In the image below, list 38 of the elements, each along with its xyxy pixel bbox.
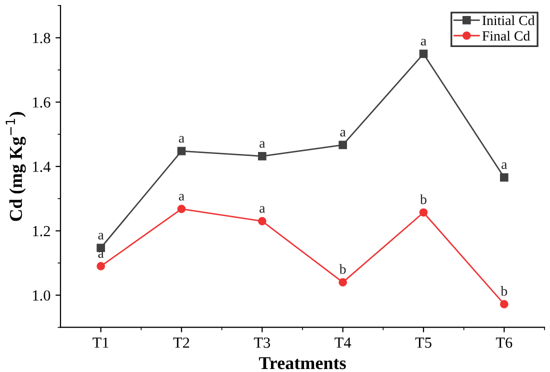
x-tick-label: T5 — [415, 338, 432, 348]
annotation: a — [260, 206, 266, 213]
x-tick-label: T3 — [254, 338, 270, 348]
annotation: a — [502, 162, 508, 170]
annotation: a — [340, 130, 346, 137]
point — [338, 140, 347, 150]
annotation: a — [98, 251, 104, 258]
x-tick-label: T6 — [496, 338, 512, 348]
legend-label: Initial Cd — [482, 15, 535, 26]
point — [500, 300, 508, 308]
y-tick-label: 1.4 — [33, 162, 51, 172]
annotation: a — [98, 232, 104, 240]
x-tick-label: T1 — [92, 338, 108, 348]
point — [258, 217, 266, 226]
point — [177, 204, 186, 214]
y-tick-label: 1.8 — [33, 32, 50, 44]
point — [419, 50, 428, 58]
point — [96, 262, 105, 270]
annotation: a — [178, 136, 184, 143]
annotation: a — [420, 38, 426, 46]
annotation: b — [500, 286, 508, 296]
x-tick-label: T4 — [334, 338, 352, 348]
annotation: b — [420, 194, 426, 204]
y-axis-title: Cd (mg Kg$^{−1}$) — [6, 112, 26, 221]
annotation: a — [260, 141, 266, 148]
y-tick-label: 1.6 — [33, 97, 50, 108]
legend-label: Final Cd — [482, 30, 530, 41]
point — [419, 208, 428, 217]
point — [177, 146, 186, 156]
point — [338, 278, 347, 286]
annotation: b — [339, 264, 346, 274]
point — [500, 173, 508, 182]
y-tick-label: 1.2 — [33, 226, 50, 236]
x-tick-label: T2 — [173, 338, 190, 348]
x-axis-title: Treatments — [258, 357, 346, 370]
y-tick-label: 1.0 — [33, 290, 50, 301]
point — [258, 152, 266, 160]
annotation: a — [178, 194, 184, 201]
